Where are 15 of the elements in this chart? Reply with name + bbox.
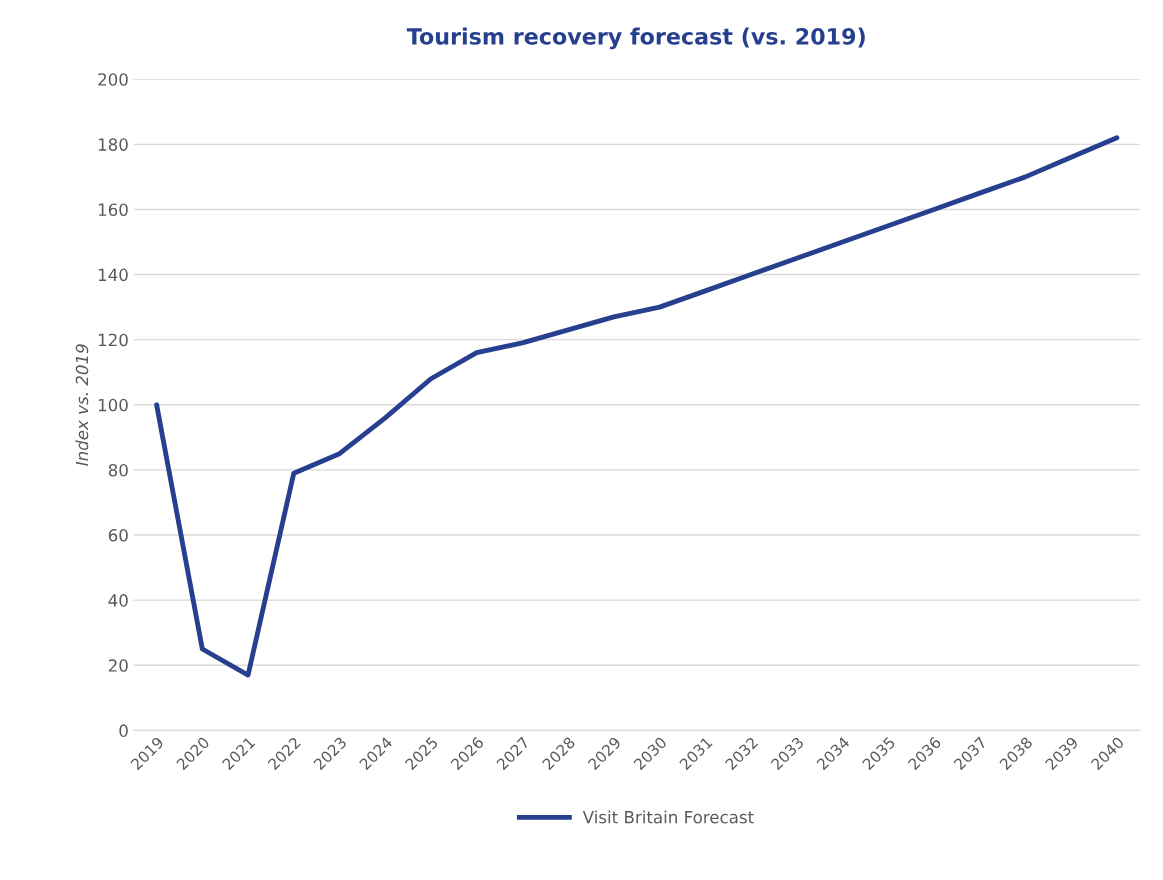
y-tick-label: 100	[98, 398, 128, 412]
y-tick-label: 160	[98, 203, 128, 217]
y-tick-label: 80	[108, 463, 128, 477]
y-tick-label: 200	[98, 73, 128, 86]
y-tick-label: 60	[108, 529, 128, 542]
legend-label: Visit Britain Forecast	[582, 810, 754, 824]
y-tick-label: 20	[108, 659, 128, 672]
y-tick-label: 40	[108, 594, 128, 607]
line-series	[154, 135, 1120, 678]
y-tick-label: 140	[98, 268, 128, 282]
y-tick-label: 0	[119, 724, 128, 737]
y-tick-label: 120	[98, 333, 128, 347]
chart-title: Tourism recovery forecast (vs. 2019)	[406, 27, 865, 50]
y-tick-label: 180	[98, 138, 128, 151]
y-axis-title: Index vs. 2019	[75, 344, 89, 466]
